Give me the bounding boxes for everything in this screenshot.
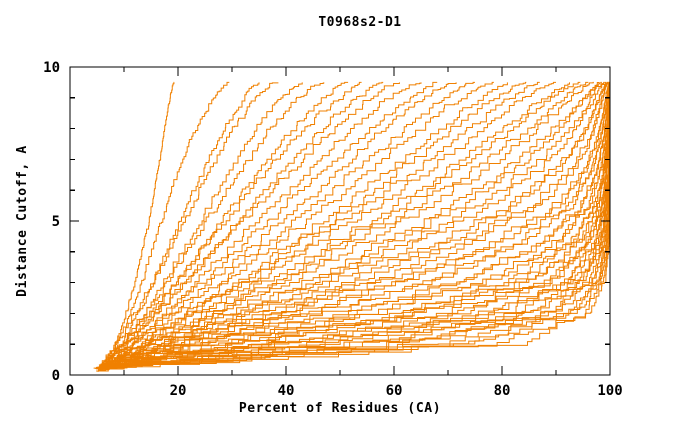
chart-title: T0968s2-D1	[318, 15, 401, 30]
data-curve	[97, 82, 279, 368]
data-curve	[104, 81, 384, 366]
data-curve	[108, 81, 602, 367]
data-curve	[103, 81, 349, 369]
data-curve	[95, 81, 362, 368]
x-tick-label: 100	[597, 383, 622, 399]
data-curve	[105, 82, 303, 364]
x-tick-label: 80	[494, 383, 511, 399]
data-curve	[103, 81, 581, 369]
data-curve	[98, 82, 325, 370]
data-curve	[97, 81, 175, 372]
data-curve	[104, 82, 457, 367]
data-curve	[99, 81, 230, 368]
data-curve	[99, 81, 540, 369]
data-curve	[97, 81, 589, 371]
data-curve	[103, 82, 422, 367]
data-curves-group	[93, 81, 611, 372]
y-axis-title: Distance Cutoff, A	[15, 145, 30, 297]
x-tick-label: 40	[278, 383, 295, 399]
data-curve	[107, 81, 527, 366]
y-tick-label: 10	[43, 60, 60, 76]
data-curve	[98, 82, 400, 372]
x-tick-label: 60	[386, 383, 403, 399]
data-curve	[103, 82, 609, 368]
x-tick-label: 0	[66, 383, 74, 399]
data-curve	[103, 81, 611, 368]
data-curve	[96, 81, 610, 372]
data-curve	[99, 81, 556, 366]
data-curve	[97, 81, 438, 369]
axis-ticks-group	[69, 66, 611, 376]
data-curve	[107, 81, 611, 367]
data-curve	[99, 81, 475, 369]
x-axis-title: Percent of Residues (CA)	[239, 401, 441, 416]
data-curve	[103, 82, 260, 369]
data-curve	[107, 82, 611, 367]
y-tick-labels-group: 0 5 10	[43, 60, 60, 384]
y-tick-label: 5	[52, 214, 60, 230]
data-curve	[98, 81, 609, 370]
x-tick-labels-group: 0 20 40 60 80 100	[66, 383, 623, 399]
x-tick-label: 20	[170, 383, 187, 399]
y-tick-label: 0	[52, 368, 60, 384]
data-curve	[93, 82, 570, 369]
